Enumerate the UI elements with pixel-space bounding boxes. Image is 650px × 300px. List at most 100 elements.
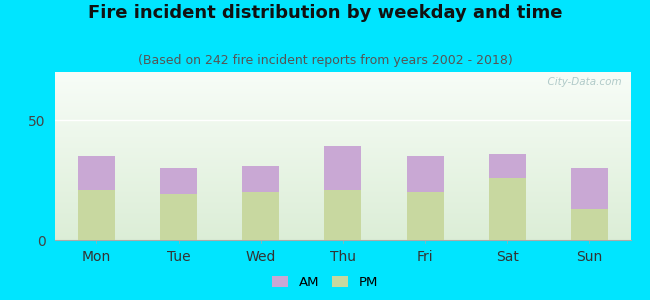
Bar <box>55 108 630 109</box>
Bar <box>55 154 630 155</box>
Bar <box>55 127 630 128</box>
Bar <box>55 147 630 148</box>
Bar <box>55 88 630 89</box>
Bar <box>55 210 630 211</box>
Bar <box>55 168 630 169</box>
Bar <box>55 150 630 152</box>
Bar <box>242 192 280 240</box>
Bar <box>55 141 630 142</box>
Bar <box>55 239 630 240</box>
Bar <box>55 134 630 135</box>
Bar <box>55 183 630 184</box>
Bar <box>55 193 630 194</box>
Bar <box>55 219 630 220</box>
Bar <box>55 171 630 172</box>
Bar <box>55 120 630 121</box>
Bar <box>55 128 630 129</box>
Bar <box>55 178 630 179</box>
Bar <box>55 188 630 190</box>
Bar <box>55 225 630 226</box>
Bar <box>55 140 630 141</box>
Bar <box>55 83 630 84</box>
Bar <box>55 194 630 195</box>
Bar <box>55 176 630 177</box>
Bar <box>55 229 630 230</box>
Bar <box>55 182 630 183</box>
Bar <box>55 122 630 124</box>
Bar <box>55 112 630 113</box>
Bar <box>55 116 630 117</box>
Bar <box>55 91 630 92</box>
Bar <box>55 124 630 126</box>
Bar <box>55 156 630 157</box>
Bar <box>55 126 630 127</box>
Bar <box>55 136 630 137</box>
Bar <box>55 100 630 101</box>
Bar <box>55 73 630 74</box>
Bar <box>55 159 630 160</box>
Bar <box>55 223 630 224</box>
Bar <box>55 115 630 116</box>
Bar <box>55 179 630 181</box>
Bar <box>55 131 630 133</box>
Bar <box>55 226 630 228</box>
Bar <box>78 156 115 190</box>
Bar <box>55 78 630 79</box>
Bar <box>55 202 630 203</box>
Bar <box>55 145 630 146</box>
Bar <box>55 177 630 178</box>
Bar <box>55 174 630 175</box>
Bar <box>55 163 630 164</box>
Bar <box>55 230 630 231</box>
Bar <box>55 101 630 102</box>
Bar <box>55 185 630 186</box>
Bar <box>55 142 630 144</box>
Bar <box>571 209 608 240</box>
Bar <box>55 205 630 206</box>
Bar <box>55 75 630 76</box>
Bar <box>55 106 630 107</box>
Bar <box>55 155 630 156</box>
Bar <box>55 94 630 95</box>
Bar <box>406 156 443 192</box>
Bar <box>160 194 197 240</box>
Bar <box>324 146 361 190</box>
Bar <box>242 166 280 192</box>
Bar <box>55 237 630 238</box>
Bar <box>55 109 630 110</box>
Bar <box>55 191 630 192</box>
Bar <box>55 175 630 176</box>
Bar <box>78 190 115 240</box>
Bar <box>55 195 630 196</box>
Bar <box>55 99 630 100</box>
Bar <box>55 92 630 93</box>
Bar <box>55 204 630 205</box>
Bar <box>160 168 197 194</box>
Bar <box>55 232 630 233</box>
Bar <box>55 222 630 223</box>
Bar <box>55 87 630 88</box>
Bar <box>55 208 630 210</box>
Bar <box>55 117 630 118</box>
Bar <box>55 181 630 182</box>
Bar <box>55 234 630 236</box>
Bar <box>55 233 630 234</box>
Bar <box>55 79 630 80</box>
Bar <box>55 118 630 119</box>
Bar <box>489 154 526 178</box>
Bar <box>55 212 630 213</box>
Bar <box>55 103 630 104</box>
Bar <box>55 184 630 185</box>
Bar <box>55 81 630 82</box>
Bar <box>55 152 630 153</box>
Text: (Based on 242 fire incident reports from years 2002 - 2018): (Based on 242 fire incident reports from… <box>138 54 512 67</box>
Bar <box>55 236 630 237</box>
Bar <box>55 82 630 83</box>
Bar <box>55 102 630 104</box>
Bar <box>55 167 630 168</box>
Bar <box>55 97 630 98</box>
Bar <box>55 238 630 239</box>
Bar <box>55 190 630 191</box>
Bar <box>55 149 630 150</box>
Bar <box>55 144 630 145</box>
